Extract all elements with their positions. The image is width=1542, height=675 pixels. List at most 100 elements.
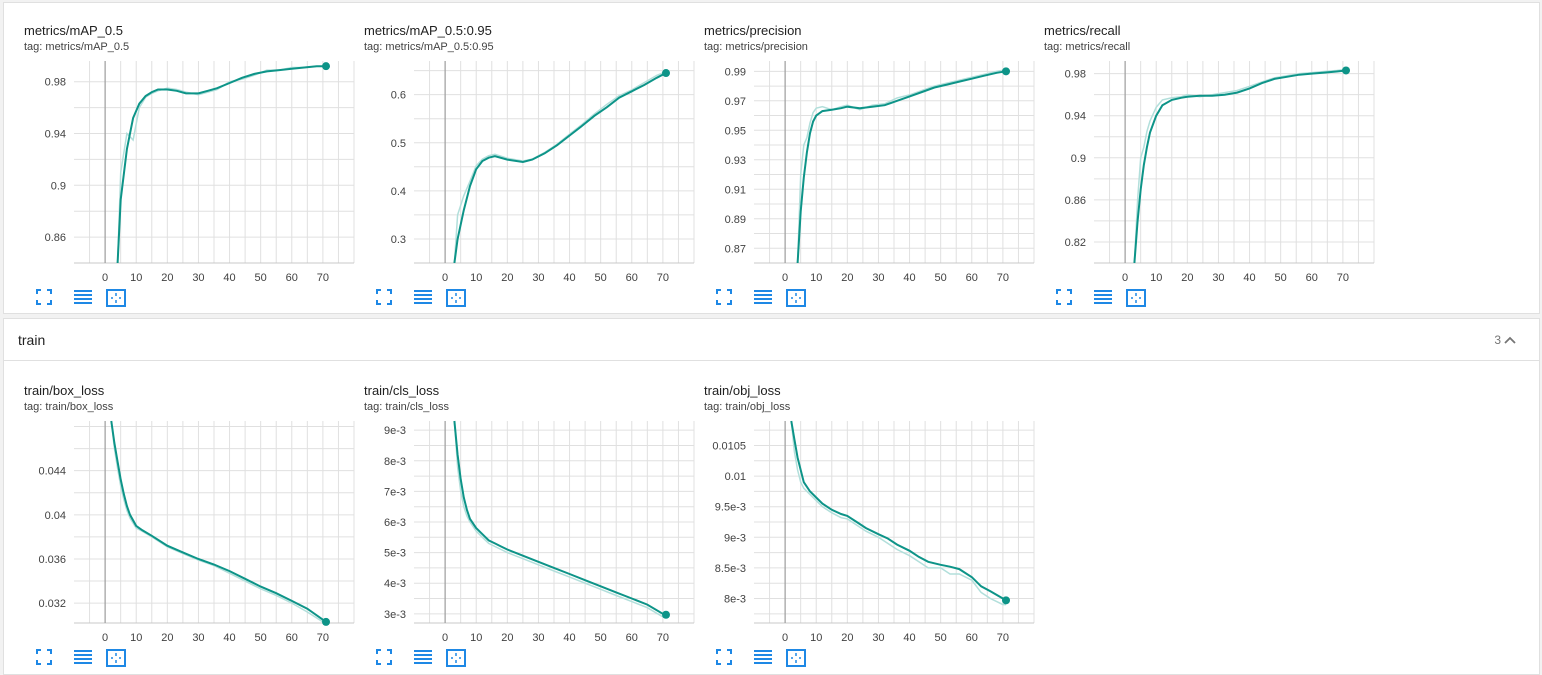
toggle-log-icon[interactable] xyxy=(74,649,96,669)
fit-domain-icon[interactable] xyxy=(716,289,738,309)
series-raw-line xyxy=(116,65,326,263)
x-tick-label: 30 xyxy=(532,632,544,644)
series-smoothed-line xyxy=(453,72,667,263)
y-tick-label: 9e-3 xyxy=(724,532,746,544)
expand-icon[interactable] xyxy=(786,289,808,309)
last-point-marker[interactable] xyxy=(662,610,670,619)
last-point-marker[interactable] xyxy=(1342,66,1350,75)
x-tick-label: 70 xyxy=(317,272,329,284)
x-tick-label: 40 xyxy=(223,272,235,284)
chart-title: metrics/recall xyxy=(1044,23,1121,38)
chart-plot[interactable]: 0.032 0.036 0.04 0.044 0 10 20 30 40 50 60 70 xyxy=(24,417,356,657)
x-tick-label: 30 xyxy=(192,632,204,644)
series-smoothed-line xyxy=(1133,69,1347,263)
series-smoothed-line xyxy=(116,65,326,263)
series-smoothed-line xyxy=(790,420,1007,602)
x-tick-label: 70 xyxy=(1337,272,1349,284)
x-tick-label: 0 xyxy=(442,272,448,284)
chart-plot[interactable]: 0.3 0.4 0.5 0.6 0 10 20 30 40 50 60 70 xyxy=(364,57,696,297)
x-tick-label: 20 xyxy=(841,632,853,644)
fit-domain-icon[interactable] xyxy=(376,649,398,669)
x-tick-label: 0 xyxy=(782,272,788,284)
y-tick-label: 0.036 xyxy=(38,554,66,566)
chart-card-metrics-map-0-5-0-95: metrics/mAP_0.5:0.95 tag: metrics/mAP_0.5… xyxy=(364,23,696,307)
y-tick-label: 0.9 xyxy=(1071,153,1086,165)
y-tick-label: 0.93 xyxy=(725,155,746,167)
x-tick-label: 30 xyxy=(1212,272,1224,284)
toggle-log-icon[interactable] xyxy=(74,289,96,309)
fit-domain-icon[interactable] xyxy=(36,289,58,309)
series-raw-line xyxy=(790,420,1006,606)
x-tick-label: 60 xyxy=(966,632,978,644)
chart-plot[interactable]: 3e-3 4e-3 5e-3 6e-3 7e-3 8e-3 9e-3 0 10 20 30 40 50 6… xyxy=(364,417,696,657)
x-tick-label: 50 xyxy=(935,632,947,644)
chart-tag: tag: train/box_loss xyxy=(24,401,114,413)
x-tick-label: 70 xyxy=(997,632,1009,644)
series-raw-line xyxy=(110,420,327,623)
last-point-marker[interactable] xyxy=(322,62,330,71)
y-tick-label: 0.99 xyxy=(725,66,746,78)
x-tick-label: 20 xyxy=(501,632,513,644)
chart-card-train-obj-loss: train/obj_loss tag: train/obj_loss 8e-3 8.5… xyxy=(704,383,1036,667)
toggle-log-icon[interactable] xyxy=(1094,289,1116,309)
toggle-log-icon[interactable] xyxy=(754,649,776,669)
series-raw-line xyxy=(1133,68,1347,263)
y-tick-label: 0.94 xyxy=(45,129,66,141)
x-tick-label: 50 xyxy=(595,632,607,644)
x-tick-label: 10 xyxy=(1150,272,1162,284)
chart-plot[interactable]: 0.87 0.89 0.91 0.93 0.95 0.97 0.99 0 10 20 30 40 50 6… xyxy=(704,57,1036,297)
chart-plot[interactable]: 0.82 0.86 0.9 0.94 0.98 0 10 20 30 40 50 60 70 xyxy=(1044,57,1376,297)
x-tick-label: 0 xyxy=(102,632,108,644)
y-tick-label: 3e-3 xyxy=(384,609,406,621)
last-point-marker[interactable] xyxy=(662,69,670,78)
fit-domain-icon[interactable] xyxy=(716,649,738,669)
last-point-marker[interactable] xyxy=(1002,596,1010,605)
x-tick-label: 40 xyxy=(563,632,575,644)
toggle-log-icon[interactable] xyxy=(414,649,436,669)
x-tick-label: 30 xyxy=(532,272,544,284)
x-tick-label: 20 xyxy=(1181,272,1193,284)
x-tick-label: 10 xyxy=(470,272,482,284)
x-tick-label: 10 xyxy=(810,272,822,284)
x-tick-label: 60 xyxy=(966,272,978,284)
expand-icon[interactable] xyxy=(106,289,128,309)
expand-icon[interactable] xyxy=(446,289,468,309)
chart-plot[interactable]: 8e-3 8.5e-3 9e-3 9.5e-3 0.01 0.0105 0 10 20 30 40 5… xyxy=(704,417,1036,657)
y-tick-label: 8.5e-3 xyxy=(715,563,746,575)
x-tick-label: 30 xyxy=(872,632,884,644)
toggle-log-icon[interactable] xyxy=(754,289,776,309)
chevron-up-icon[interactable] xyxy=(1503,333,1517,347)
y-tick-label: 0.5 xyxy=(391,138,406,150)
x-tick-label: 20 xyxy=(161,632,173,644)
last-point-marker[interactable] xyxy=(1002,67,1010,76)
series-smoothed-line xyxy=(453,420,667,616)
y-tick-label: 0.98 xyxy=(1065,69,1086,81)
chart-title: train/box_loss xyxy=(24,383,105,398)
x-tick-label: 0 xyxy=(102,272,108,284)
chart-title: train/cls_loss xyxy=(364,383,440,398)
x-tick-label: 30 xyxy=(872,272,884,284)
last-point-marker[interactable] xyxy=(322,617,330,626)
y-tick-label: 0.97 xyxy=(725,96,746,108)
expand-icon[interactable] xyxy=(106,649,128,669)
x-tick-label: 60 xyxy=(626,272,638,284)
chart-tag: tag: metrics/mAP_0.5 xyxy=(24,41,130,53)
chart-plot[interactable]: 0.86 0.9 0.94 0.98 0 10 20 30 40 50 60 70 xyxy=(24,57,356,297)
chart-card-train-cls-loss: train/cls_loss tag: train/cls_loss 3e-3 4e-… xyxy=(364,383,696,667)
x-tick-label: 60 xyxy=(1306,272,1318,284)
x-tick-label: 30 xyxy=(192,272,204,284)
fit-domain-icon[interactable] xyxy=(1056,289,1078,309)
y-tick-label: 0.86 xyxy=(1065,195,1086,207)
expand-icon[interactable] xyxy=(786,649,808,669)
x-tick-label: 10 xyxy=(470,632,482,644)
fit-domain-icon[interactable] xyxy=(36,649,58,669)
expand-icon[interactable] xyxy=(446,649,468,669)
toggle-log-icon[interactable] xyxy=(414,289,436,309)
train-group-header[interactable]: train 3 xyxy=(4,319,1539,361)
y-tick-label: 6e-3 xyxy=(384,517,406,529)
y-tick-label: 9.5e-3 xyxy=(715,502,746,514)
y-tick-label: 7e-3 xyxy=(384,486,406,498)
fit-domain-icon[interactable] xyxy=(376,289,398,309)
chart-card-metrics-recall: metrics/recall tag: metrics/recall 0.82 0.8… xyxy=(1044,23,1376,307)
expand-icon[interactable] xyxy=(1126,289,1148,309)
